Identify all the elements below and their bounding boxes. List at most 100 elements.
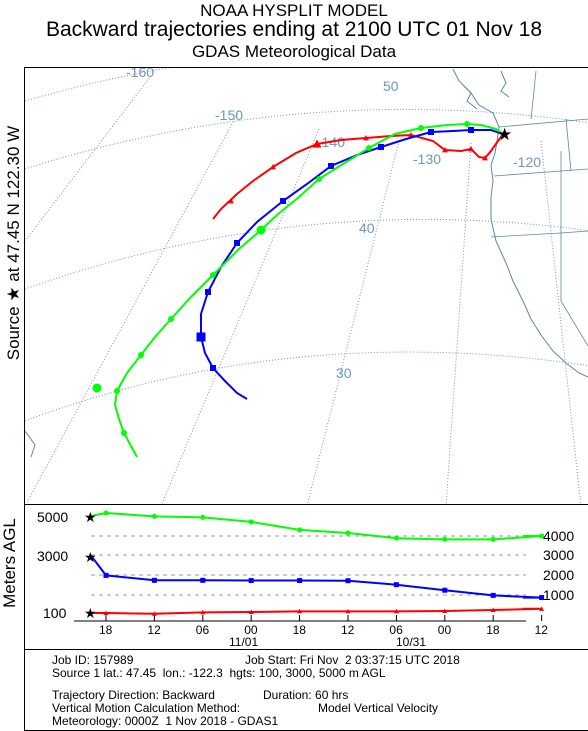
profile-axis-label: Meters AGL [0, 518, 19, 608]
profile-marker [297, 527, 303, 533]
time-axis-ticks: 18 12 06 00 18 12 06 00 18 12 [99, 615, 548, 637]
lat-label-40: 40 [359, 220, 375, 236]
trajectory-marker [228, 198, 234, 204]
profile-marker [490, 536, 496, 542]
trajectory-marker [138, 352, 144, 358]
trajectory-marker [418, 125, 424, 131]
trajectory-marker [312, 139, 322, 148]
run-info-panel [24, 649, 588, 731]
profile-marker [248, 519, 254, 525]
trajectory-marker [234, 240, 240, 246]
trajectory-marker [482, 155, 488, 161]
lon-line-130 [445, 142, 472, 505]
trajectory-marker [363, 135, 369, 141]
trajectory-marker [114, 388, 120, 394]
profile-series-layer [90, 510, 545, 616]
model-title: NOAA HYSPLIT MODEL [200, 1, 388, 20]
coastline [25, 68, 588, 458]
border-wa-or [493, 168, 588, 177]
profile-marker [200, 577, 206, 583]
profile-marker [151, 611, 157, 616]
lon-line-150 [160, 128, 320, 505]
lon-label-120: -120 [513, 154, 541, 170]
profile-marker [490, 607, 496, 613]
profile-marker [151, 513, 157, 519]
trajectory-marker [378, 144, 384, 150]
profile-marker [345, 608, 351, 614]
west-coast-fragment [25, 430, 36, 458]
trajectory-marker [468, 127, 474, 133]
trajectory-line [200, 129, 504, 400]
border-canada-us [498, 118, 588, 128]
border-or-ca [490, 230, 588, 238]
lat-line-40 [25, 218, 588, 290]
time-tick-label: 12 [535, 623, 549, 637]
lon-label-130: -130 [413, 151, 441, 167]
right-tick-3000: 3000 [543, 547, 574, 563]
inlet [500, 70, 510, 98]
date-label-1031: 10/31 [396, 635, 426, 649]
lon-line-140 [306, 140, 400, 505]
trajectory-direction: Trajectory Direction: Backward [52, 688, 215, 702]
trajectory-marker [196, 332, 206, 342]
start-star-icon: ★ [84, 509, 97, 525]
time-tick-label: 12 [147, 623, 161, 637]
left-tick-5000: 5000 [37, 509, 68, 525]
left-tick-100: 100 [43, 605, 67, 621]
trajectory-layer [92, 121, 504, 458]
border-bc [530, 70, 537, 120]
profile-marker [393, 535, 399, 541]
trajectory-marker [280, 198, 286, 204]
right-tick-1000: 1000 [543, 587, 574, 603]
profile-marker [345, 578, 351, 584]
right-tick-4000: 4000 [543, 528, 574, 544]
left-tick-3000: 3000 [37, 548, 68, 564]
lon-label-150: -150 [215, 107, 243, 123]
trajectory-marker [168, 316, 174, 322]
profile-marker [539, 595, 545, 601]
trajectory-marker [464, 121, 470, 127]
page-title: Backward trajectories ending at 2100 UTC… [45, 18, 543, 41]
border-ca-nv [560, 233, 588, 347]
time-tick-label: 18 [293, 623, 307, 637]
profile-marker [200, 609, 206, 615]
right-tick-2000: 2000 [543, 567, 574, 583]
trajectory-marker [210, 365, 216, 371]
start-star-icon: ★ [84, 605, 97, 621]
vertical-motion-label: Vertical Motion Calculation Method: [52, 701, 241, 715]
time-tick-label: 18 [99, 623, 113, 637]
date-label-1101: 11/01 [229, 635, 258, 649]
trajectory-marker [428, 129, 434, 135]
time-tick-label: 00 [244, 623, 258, 637]
profile-marker [297, 578, 303, 584]
west-coast [452, 68, 588, 378]
profile-marker [393, 608, 399, 614]
profile-marker [248, 609, 254, 615]
trajectory-marker [442, 147, 448, 153]
map-svg: -160 -150 -140 -130 -120 50 40 30 ★ [25, 68, 588, 505]
lon-label-160: -160 [126, 68, 154, 80]
trajectory-marker [468, 146, 474, 152]
profile-line [90, 511, 542, 541]
trajectory-marker [316, 176, 322, 182]
profile-marker [490, 592, 496, 598]
vancouver-island [462, 84, 478, 110]
profile-marker [103, 610, 109, 615]
trajectory-marker [366, 145, 372, 151]
job-start: Job Start: Fri Nov 2 03:37:15 UTC 2018 [245, 653, 460, 667]
profile-marker [442, 536, 448, 542]
time-tick-label: 06 [389, 623, 403, 637]
trajectory-marker [328, 163, 334, 169]
time-tick-label: 12 [341, 623, 355, 637]
trajectory-line [212, 133, 504, 220]
lat-label-50: 50 [383, 78, 399, 94]
profile-marker [103, 510, 109, 516]
profile-marker [200, 514, 206, 520]
trajectory-marker [270, 164, 276, 170]
trajectory-marker [256, 225, 266, 235]
latitude-grid [25, 68, 588, 422]
profile-marker [442, 587, 448, 593]
longitude-grid [25, 75, 582, 505]
profile-marker [539, 606, 545, 611]
profile-svg: 5000 3000 100 4000 3000 2000 1000 18 12 06… [37, 509, 574, 649]
